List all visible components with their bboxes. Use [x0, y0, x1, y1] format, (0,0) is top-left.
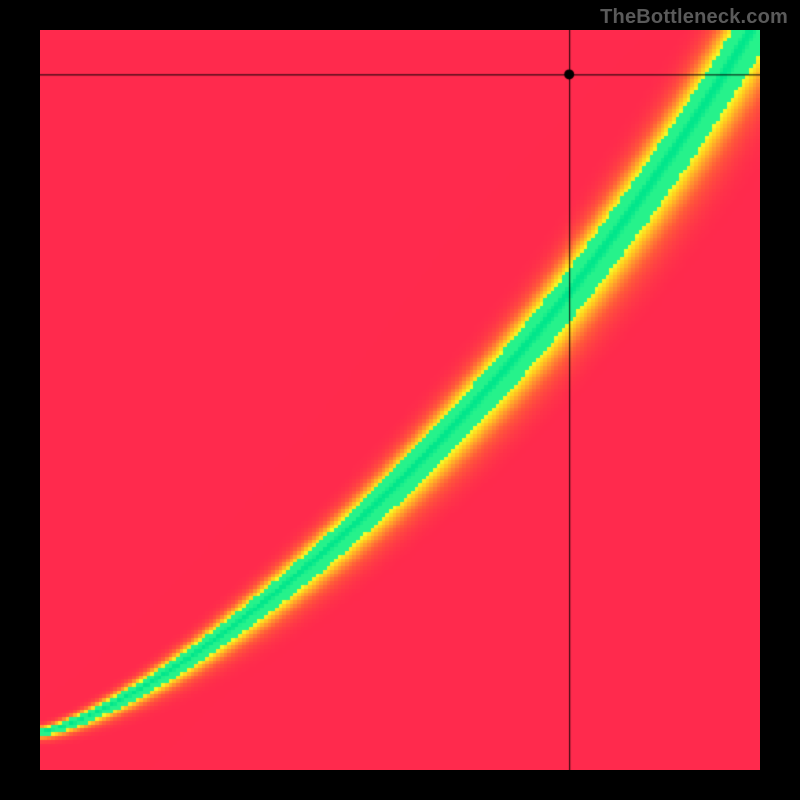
watermark-text: TheBottleneck.com: [600, 6, 788, 29]
crosshair-overlay: [40, 30, 760, 770]
stage: TheBottleneck.com: [0, 0, 800, 800]
